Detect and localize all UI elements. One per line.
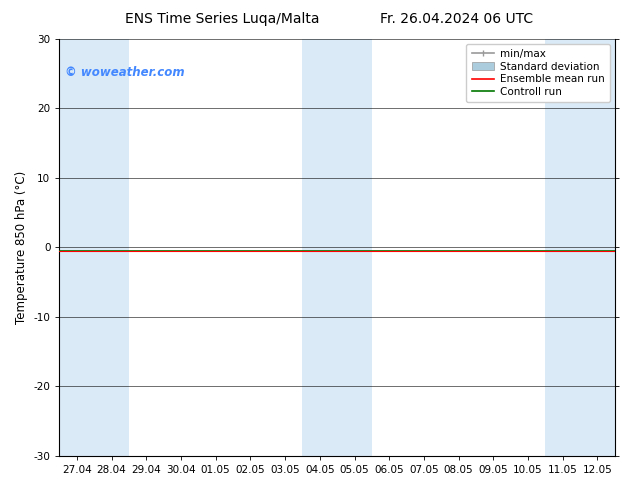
Y-axis label: Temperature 850 hPa (°C): Temperature 850 hPa (°C)	[15, 171, 28, 324]
Text: © woweather.com: © woweather.com	[65, 66, 184, 79]
Legend: min/max, Standard deviation, Ensemble mean run, Controll run: min/max, Standard deviation, Ensemble me…	[467, 44, 610, 102]
Text: ENS Time Series Luqa/Malta: ENS Time Series Luqa/Malta	[125, 12, 319, 26]
Bar	[302, 39, 372, 456]
Text: Fr. 26.04.2024 06 UTC: Fr. 26.04.2024 06 UTC	[380, 12, 533, 26]
Bar	[60, 39, 129, 456]
Bar	[545, 39, 615, 456]
